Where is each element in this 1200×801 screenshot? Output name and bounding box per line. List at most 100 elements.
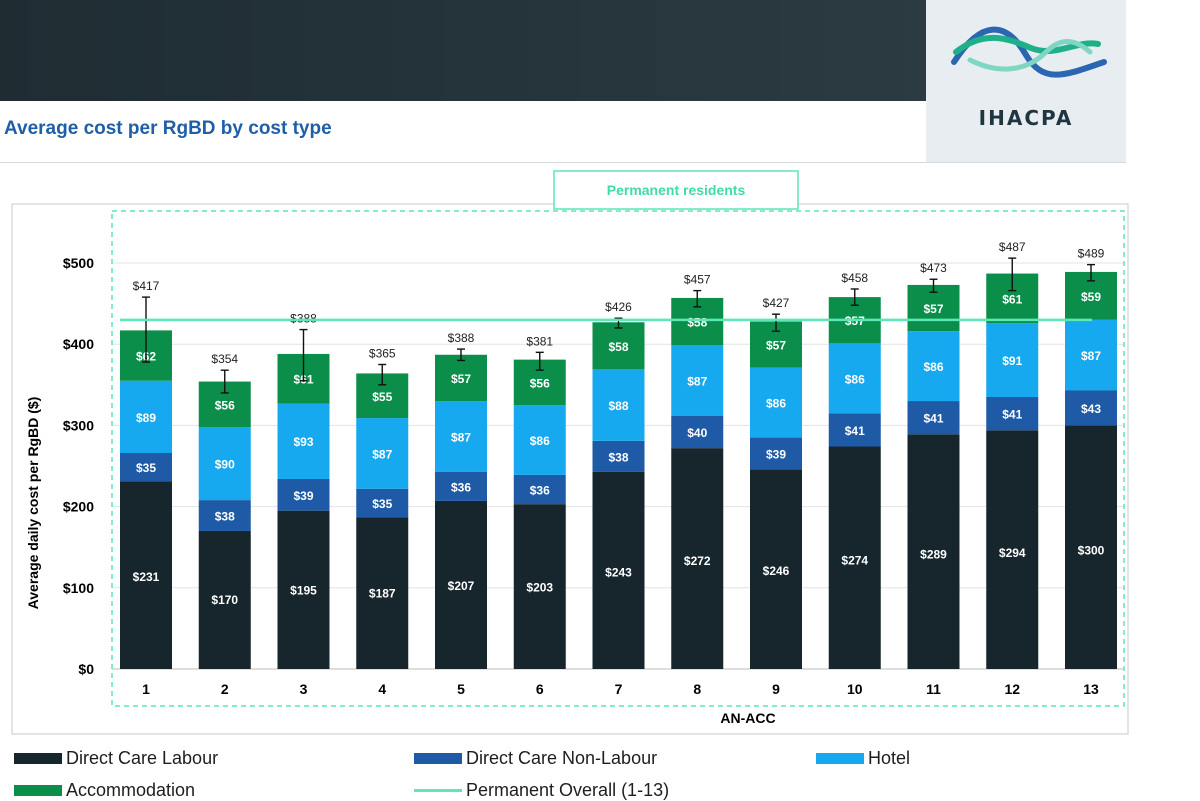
segment-value-label: $61 (1002, 292, 1022, 306)
segment-value-label: $207 (448, 579, 475, 593)
segment-value-label: $87 (451, 430, 471, 444)
bar-segment (986, 430, 1039, 669)
segment-value-label: $57 (451, 372, 471, 386)
segment-value-label: $35 (136, 461, 156, 475)
legend-item-hotel: Hotel (816, 747, 910, 769)
segment-value-label: $195 (290, 584, 317, 598)
x-axis-label: AN-ACC (720, 710, 775, 726)
segment-value-label: $93 (293, 435, 313, 449)
segment-value-label: $36 (530, 484, 550, 498)
legend-line-swatch (414, 788, 462, 792)
segment-value-label: $38 (608, 450, 628, 464)
y-tick-label: $500 (63, 255, 94, 271)
bar-segment (1065, 425, 1117, 669)
segment-value-label: $56 (215, 398, 235, 412)
legend-label: Direct Care Labour (66, 747, 219, 768)
bar-segment (750, 469, 802, 669)
x-tick-label: 2 (221, 681, 229, 697)
bar-total-label: $487 (999, 240, 1026, 254)
panel-dashed-border (111, 210, 1125, 707)
bar-total-label: $473 (920, 261, 947, 275)
bar-segment (120, 481, 172, 669)
logo-panel: IHACPA (926, 0, 1126, 162)
bar-total-label: $388 (290, 312, 317, 326)
bar-segment (277, 478, 330, 511)
x-tick-label: 7 (615, 681, 623, 697)
bar-total-label: $489 (1078, 247, 1105, 261)
segment-value-label: $86 (530, 434, 550, 448)
segment-value-label: $56 (530, 376, 550, 390)
bar-segment (671, 415, 724, 449)
segment-value-label: $41 (923, 412, 943, 426)
segment-value-label: $40 (687, 426, 707, 440)
bar-total-label: $417 (133, 279, 160, 293)
legend-swatch (14, 784, 62, 796)
bar-segment (986, 323, 1039, 397)
bar-segment (356, 488, 409, 518)
x-tick-label: 10 (847, 681, 863, 697)
bar-segment (592, 440, 645, 472)
bar-segment (750, 437, 802, 470)
y-tick-label: $300 (63, 417, 94, 433)
x-tick-label: 3 (300, 681, 308, 697)
ihacpa-wave-logo-icon (951, 26, 1107, 78)
bar-segment (828, 446, 881, 669)
bar-segment (671, 448, 724, 669)
segment-value-label: $87 (1081, 349, 1101, 363)
title-divider (0, 162, 1126, 163)
bar-segment (750, 367, 802, 438)
bar-segment (120, 380, 172, 454)
bar-segment (198, 427, 251, 501)
bar-segment (435, 354, 487, 402)
segment-value-label: $272 (684, 554, 711, 568)
bar-segment (277, 510, 330, 669)
segment-value-label: $87 (687, 374, 707, 388)
segment-value-label: $274 (841, 553, 868, 567)
bar-segment (828, 413, 881, 447)
legend-label: Direct Care Non-Labour (466, 747, 658, 768)
legend-label: Hotel (868, 747, 911, 768)
x-tick-label: 12 (1004, 681, 1020, 697)
bar-segment (198, 530, 251, 669)
legend-swatch (414, 752, 462, 764)
segment-value-label: $231 (133, 570, 160, 584)
segment-value-label: $86 (766, 397, 786, 411)
segment-value-label: $90 (215, 458, 235, 472)
bar-segment (986, 396, 1039, 431)
bar-segment (592, 471, 645, 669)
segment-value-label: $88 (608, 399, 628, 413)
x-tick-label: 11 (926, 681, 941, 697)
bar-segment (435, 401, 487, 472)
segment-value-label: $58 (608, 340, 628, 354)
segment-value-label: $289 (920, 548, 947, 562)
segment-value-label: $294 (999, 546, 1026, 560)
segment-labels: $231$35$89$62$170$38$90$56$195$39$93$61$… (133, 290, 1105, 607)
panel-label: Permanent residents (607, 182, 746, 198)
bar-segment (277, 403, 330, 479)
segment-value-label: $246 (763, 564, 790, 578)
bar-segment (513, 474, 566, 505)
bar-total-label: $426 (605, 300, 632, 314)
bar-segment (435, 500, 487, 669)
panel-label-box (553, 170, 799, 210)
bar-segment (671, 345, 724, 416)
x-tick-label: 1 (142, 681, 150, 697)
x-tick-label: 5 (457, 681, 465, 697)
segment-value-label: $187 (369, 587, 396, 601)
x-tick-label: 6 (536, 681, 544, 697)
bar-segment (907, 331, 960, 402)
legend-label: Permanent Overall (1-13) (466, 779, 670, 800)
bar-total-label: $458 (841, 271, 868, 285)
bar-segment (1065, 390, 1117, 426)
segment-value-label: $91 (1002, 354, 1022, 368)
segment-value-label: $58 (687, 315, 707, 329)
segment-value-label: $43 (1081, 402, 1101, 416)
segment-value-label: $243 (605, 565, 632, 579)
bar-total-label: $457 (684, 273, 711, 287)
bar-segment (1065, 319, 1117, 391)
segment-value-label: $41 (845, 424, 865, 438)
segment-value-label: $89 (136, 411, 156, 425)
y-tick-label: $400 (63, 336, 94, 352)
segment-value-label: $86 (845, 372, 865, 386)
